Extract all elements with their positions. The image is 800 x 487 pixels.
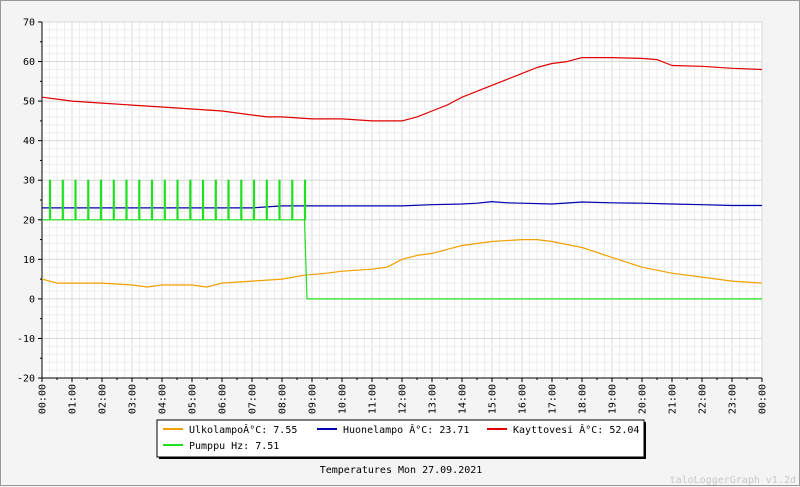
x-tick-label: 10:00 — [338, 384, 349, 414]
x-tick-label: 02:00 — [98, 384, 109, 414]
y-tick-label: 10 — [23, 255, 35, 266]
legend-label: Pumppu Hz: 7.51 — [189, 441, 279, 452]
y-tick-label: 20 — [23, 215, 35, 226]
x-tick-label: 00:00 — [38, 384, 49, 414]
legend-label: UlkolampoÂ°C: 7.55 — [189, 423, 297, 436]
x-tick-label: 05:00 — [188, 384, 199, 414]
x-tick-label: 15:00 — [488, 384, 499, 414]
y-tick-label: 60 — [23, 57, 35, 68]
x-tick-label: 07:00 — [248, 384, 259, 414]
legend-label: Kayttovesi Â°C: 52.04 — [513, 423, 639, 436]
x-tick-label: 14:00 — [458, 384, 469, 414]
x-tick-label: 23:00 — [728, 384, 739, 414]
y-tick-label: -20 — [17, 374, 35, 385]
x-tick-label: 00:00 — [758, 384, 769, 414]
y-tick-label: 0 — [29, 294, 35, 305]
series-line — [41, 57, 763, 122]
series-layer — [41, 57, 763, 300]
x-tick-label: 11:00 — [368, 384, 379, 414]
x-tick-label: 13:00 — [428, 384, 439, 414]
grid — [41, 21, 763, 379]
axes: -20 -10 0 10 20 30 40 50 60 70 00:00 01:00 02:00 03:0… — [17, 18, 769, 415]
y-tick-label: 70 — [23, 18, 35, 29]
series-line — [42, 179, 762, 300]
x-tick-label: 12:00 — [398, 384, 409, 414]
x-tick-label: 17:00 — [548, 384, 559, 414]
x-tick-label: 18:00 — [578, 384, 589, 414]
x-tick-label: 03:00 — [128, 384, 139, 414]
x-tick-label: 16:00 — [518, 384, 529, 414]
legend: UlkolampoÂ°C: 7.55 Huonelampo Â°C: 23.71 K… — [156, 419, 646, 459]
y-tick-label: 50 — [23, 97, 35, 108]
y-tick-label: -10 — [17, 334, 35, 345]
x-tick-label: 21:00 — [668, 384, 679, 414]
series-line — [41, 239, 763, 288]
watermark: taloLoggerGraph v1.2d — [670, 475, 796, 486]
x-tick-label: 01:00 — [68, 384, 79, 414]
legend-label: Huonelampo Â°C: 23.71 — [343, 423, 469, 436]
x-tick-label: 04:00 — [158, 384, 169, 414]
x-tick-label: 20:00 — [638, 384, 649, 414]
y-tick-label: 40 — [23, 136, 35, 147]
series-line — [42, 201, 762, 209]
x-tick-label: 22:00 — [698, 384, 709, 414]
x-tick-label: 19:00 — [608, 384, 619, 414]
x-tick-label: 06:00 — [218, 384, 229, 414]
x-tick-label: 08:00 — [278, 384, 289, 414]
legend-box — [156, 419, 645, 458]
x-tick-label: 09:00 — [308, 384, 319, 414]
y-tick-label: 30 — [23, 176, 35, 187]
chart-caption: Temperatures Mon 27.09.2021 — [320, 465, 483, 476]
